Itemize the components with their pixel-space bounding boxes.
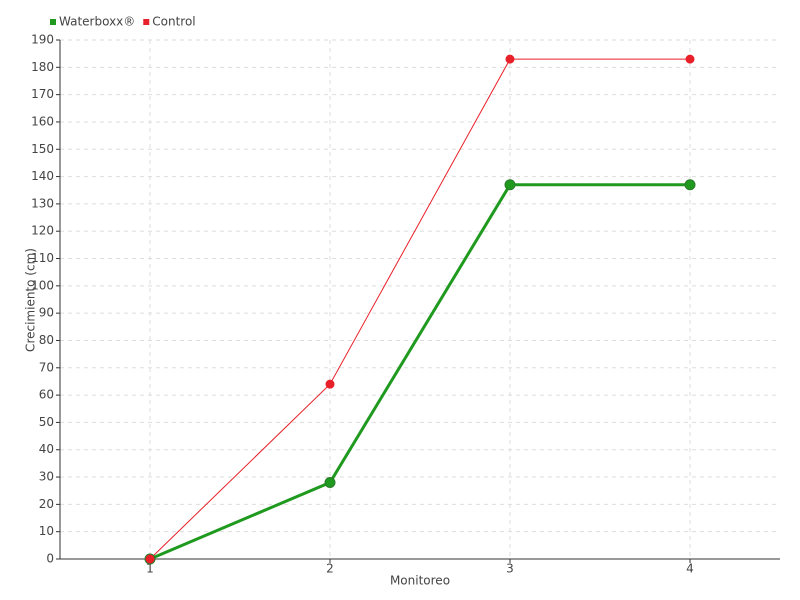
data-point (145, 554, 155, 564)
y-tick-label: 130 (31, 196, 54, 210)
y-tick-label: 0 (46, 552, 54, 566)
y-tick-label: 20 (39, 497, 54, 511)
y-axis-label: Crecimiento (cm) (24, 248, 38, 352)
y-tick-label: 100 (31, 278, 54, 292)
legend-label: Waterboxx® (59, 15, 135, 29)
data-point (324, 477, 336, 489)
data-point (504, 179, 516, 191)
x-tick-label: 4 (686, 562, 694, 576)
y-tick-label: 80 (39, 333, 54, 347)
legend-swatch (50, 19, 56, 25)
y-tick-label: 150 (31, 142, 54, 156)
y-tick-label: 60 (39, 388, 54, 402)
y-tick-label: 50 (39, 415, 54, 429)
y-tick-label: 180 (31, 60, 54, 74)
y-tick-label: 120 (31, 224, 54, 238)
x-axis-label: Monitoreo (390, 574, 450, 588)
x-tick-label: 3 (506, 562, 514, 576)
y-tick-label: 110 (31, 251, 54, 265)
data-point (325, 379, 335, 389)
y-tick-label: 160 (31, 114, 54, 128)
y-tick-label: 10 (39, 524, 54, 538)
y-tick-label: 190 (31, 33, 54, 47)
y-tick-label: 170 (31, 87, 54, 101)
y-tick-label: 140 (31, 169, 54, 183)
x-tick-label: 1 (146, 562, 154, 576)
x-tick-label: 2 (326, 562, 334, 576)
y-tick-label: 30 (39, 470, 54, 484)
y-tick-label: 70 (39, 360, 54, 374)
legend-swatch (143, 19, 150, 25)
data-point (684, 179, 696, 191)
y-tick-label: 40 (39, 442, 54, 456)
series-line (149, 58, 690, 560)
series-line (149, 183, 690, 561)
data-point (505, 54, 515, 64)
y-tick-label: 90 (39, 306, 54, 320)
legend-label: Control (152, 15, 195, 29)
data-point (685, 54, 695, 64)
